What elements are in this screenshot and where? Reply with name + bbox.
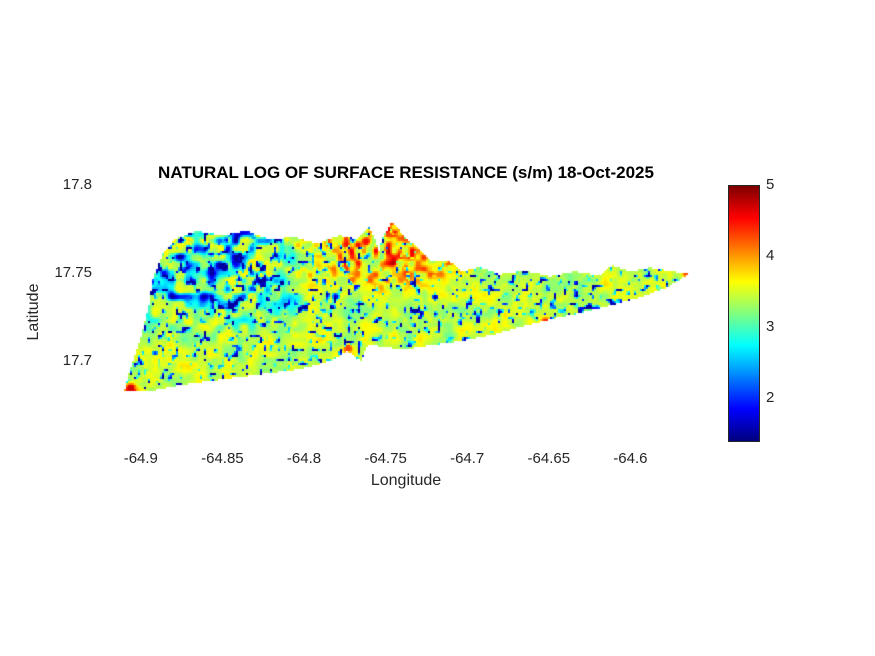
- colorbar-tick-label: 4: [766, 246, 775, 264]
- colorbar-tick-label: 3: [766, 317, 775, 335]
- x-tick-label: -64.7: [450, 450, 485, 467]
- y-axis-label: Latitude: [25, 283, 42, 341]
- x-tick-label: -64.65: [527, 450, 571, 467]
- y-tick-label: 17.8: [62, 176, 92, 193]
- y-tick-label: 17.7: [62, 351, 92, 369]
- x-tick-label: -64.85: [201, 450, 244, 467]
- x-tick-label: -64.6: [613, 450, 648, 467]
- colorbar-tick-label: 5: [766, 176, 775, 193]
- y-tick-label: 17.75: [54, 263, 92, 281]
- chart-title: NATURAL LOG OF SURFACE RESISTANCE (s/m) …: [158, 163, 654, 182]
- island-heatmap-canvas: [100, 185, 712, 440]
- colorbar-canvas: [728, 185, 760, 442]
- x-tick-label: -64.9: [123, 450, 158, 467]
- colorbar-tick-label: 2: [766, 388, 775, 406]
- x-tick-label: -64.75: [364, 450, 407, 467]
- x-tick-label: -64.8: [286, 450, 322, 467]
- x-axis-label: Longitude: [370, 472, 442, 489]
